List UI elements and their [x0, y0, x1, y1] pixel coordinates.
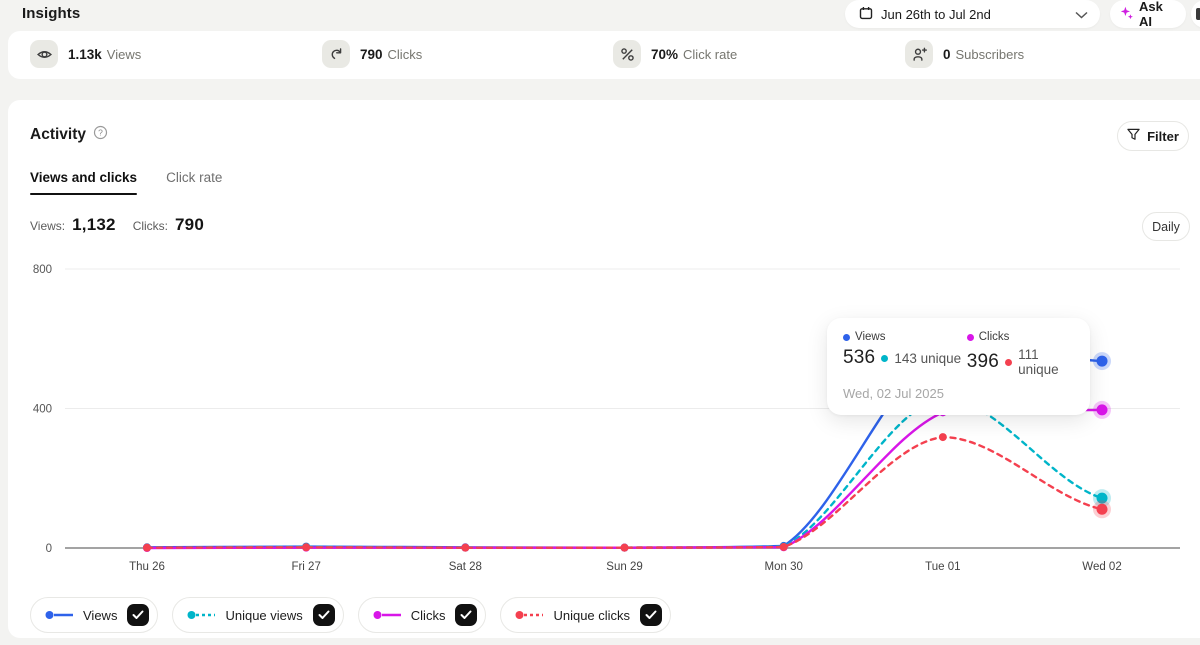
- activity-chart-area: 0 400 800 Thu 26 Fri 27 Sat 28 Sun 29 Mon 30 Tue…: [30, 258, 1190, 583]
- sparkle-icon: [1120, 6, 1133, 22]
- stat-clicks-label: Clicks: [387, 46, 423, 62]
- legend-views-label: Views: [83, 607, 118, 623]
- stat-subscribers: 0 Subscribers: [905, 40, 1024, 68]
- activity-card: Activity ? Filter Views and clicks Click…: [8, 100, 1200, 638]
- legend-clicks[interactable]: Clicks: [357, 597, 487, 633]
- svg-text:Fri 27: Fri 27: [291, 561, 320, 573]
- activity-title: Activity: [30, 126, 86, 143]
- eye-icon: [30, 40, 58, 68]
- tab-click-rate[interactable]: Click rate: [166, 170, 223, 185]
- stat-click-rate-label: Click rate: [683, 46, 738, 62]
- svg-text:Thu 26: Thu 26: [129, 561, 165, 573]
- stat-subscribers-value: 0: [943, 46, 951, 62]
- legend-unique-clicks[interactable]: Unique clicks: [500, 597, 672, 633]
- filter-button[interactable]: Filter: [1117, 121, 1189, 151]
- ask-ai-label: Ask AI: [1139, 0, 1163, 29]
- activity-tabs: Views and clicks Click rate: [30, 170, 222, 195]
- views-line-marker-icon: [45, 610, 75, 620]
- chart-legend: Views Unique views Clicks Unique clicks: [30, 597, 672, 633]
- svg-text:800: 800: [33, 264, 52, 276]
- link-icon: [322, 40, 350, 68]
- clipped-icon: [1196, 8, 1200, 20]
- stat-clicks: 790 Clicks: [322, 40, 422, 68]
- stat-click-rate-value: 70%: [651, 46, 679, 62]
- tab-views-and-clicks[interactable]: Views and clicks: [30, 170, 138, 195]
- summary-views-value: 1,132: [72, 215, 116, 234]
- more-actions-button-partial[interactable]: [1191, 0, 1200, 28]
- svg-text:Wed 02: Wed 02: [1082, 561, 1121, 573]
- svg-text:Sat 28: Sat 28: [449, 561, 482, 573]
- help-icon[interactable]: ?: [93, 125, 108, 145]
- date-range-picker[interactable]: Jun 26th to Jul 2nd: [845, 0, 1100, 28]
- legend-unique-clicks-label: Unique clicks: [553, 607, 631, 623]
- stats-summary-card: 1.13k Views 790 Clicks 70% Click rate 0 Subs…: [8, 31, 1200, 79]
- svg-text:400: 400: [33, 404, 52, 416]
- person-plus-icon: [905, 40, 933, 68]
- legend-unique-views-label: Unique views: [225, 607, 303, 623]
- page-title: Insights: [22, 5, 81, 22]
- summary-clicks-value: 790: [175, 215, 204, 234]
- granularity-button[interactable]: Daily: [1142, 212, 1190, 241]
- stat-views-value: 1.13k: [68, 46, 102, 62]
- chevron-down-icon: [1075, 7, 1088, 22]
- svg-text:0: 0: [46, 543, 52, 555]
- tooltip-views-label: Views: [855, 331, 886, 343]
- stat-click-rate: 70% Click rate: [613, 40, 737, 68]
- activity-chart[interactable]: 0 400 800 Thu 26 Fri 27 Sat 28 Sun 29 Mon 30 Tue…: [30, 258, 1190, 583]
- clicks-checkbox[interactable]: [455, 604, 478, 626]
- date-range-label: Jun 26th to Jul 2nd: [881, 6, 991, 22]
- chart-summary: Views: 1,132 Clicks: 790: [30, 215, 214, 235]
- summary-clicks-label: Clicks:: [132, 219, 169, 233]
- svg-text:Tue 01: Tue 01: [925, 561, 960, 573]
- stat-clicks-value: 790: [360, 46, 383, 62]
- stat-subscribers-label: Subscribers: [955, 46, 1025, 62]
- views-dot-icon: [843, 333, 850, 341]
- svg-text:Mon 30: Mon 30: [765, 561, 803, 573]
- tooltip-clicks-label: Clicks: [978, 331, 1010, 343]
- clicks-dot-icon: [966, 333, 974, 341]
- filter-label: Filter: [1147, 128, 1179, 144]
- unique-views-dot-icon: [881, 354, 889, 362]
- percent-icon: [613, 40, 641, 68]
- unique-clicks-checkbox[interactable]: [640, 604, 663, 626]
- unique-clicks-dot-icon: [1005, 358, 1013, 366]
- stat-views: 1.13k Views: [30, 40, 141, 68]
- unique-views-checkbox[interactable]: [312, 604, 335, 626]
- tooltip-views-unique: 143 unique: [894, 350, 962, 366]
- tooltip-clicks-unique: 111 unique: [1018, 347, 1059, 377]
- svg-text:Sun 29: Sun 29: [606, 561, 642, 573]
- calendar-icon: [859, 6, 873, 23]
- tooltip-clicks-value: 396: [966, 351, 1000, 372]
- unique-clicks-line-marker-icon: [515, 610, 545, 620]
- ask-ai-button[interactable]: Ask AI: [1110, 0, 1186, 29]
- tooltip-views-value: 536: [843, 347, 876, 368]
- clicks-line-marker-icon: [373, 610, 403, 620]
- summary-views-label: Views:: [30, 219, 66, 233]
- legend-unique-views[interactable]: Unique views: [172, 597, 344, 633]
- tooltip-date: Wed, 02 Jul 2025: [843, 386, 944, 401]
- legend-clicks-label: Clicks: [410, 607, 446, 623]
- stat-views-label: Views: [106, 46, 142, 62]
- legend-views[interactable]: Views: [30, 597, 159, 633]
- filter-icon: [1127, 128, 1140, 144]
- chart-tooltip: Views 536 143 unique Clicks 396 111 uniq…: [827, 318, 1090, 415]
- unique-views-line-marker-icon: [187, 610, 217, 620]
- svg-text:?: ?: [98, 128, 103, 138]
- views-checkbox[interactable]: [127, 604, 150, 626]
